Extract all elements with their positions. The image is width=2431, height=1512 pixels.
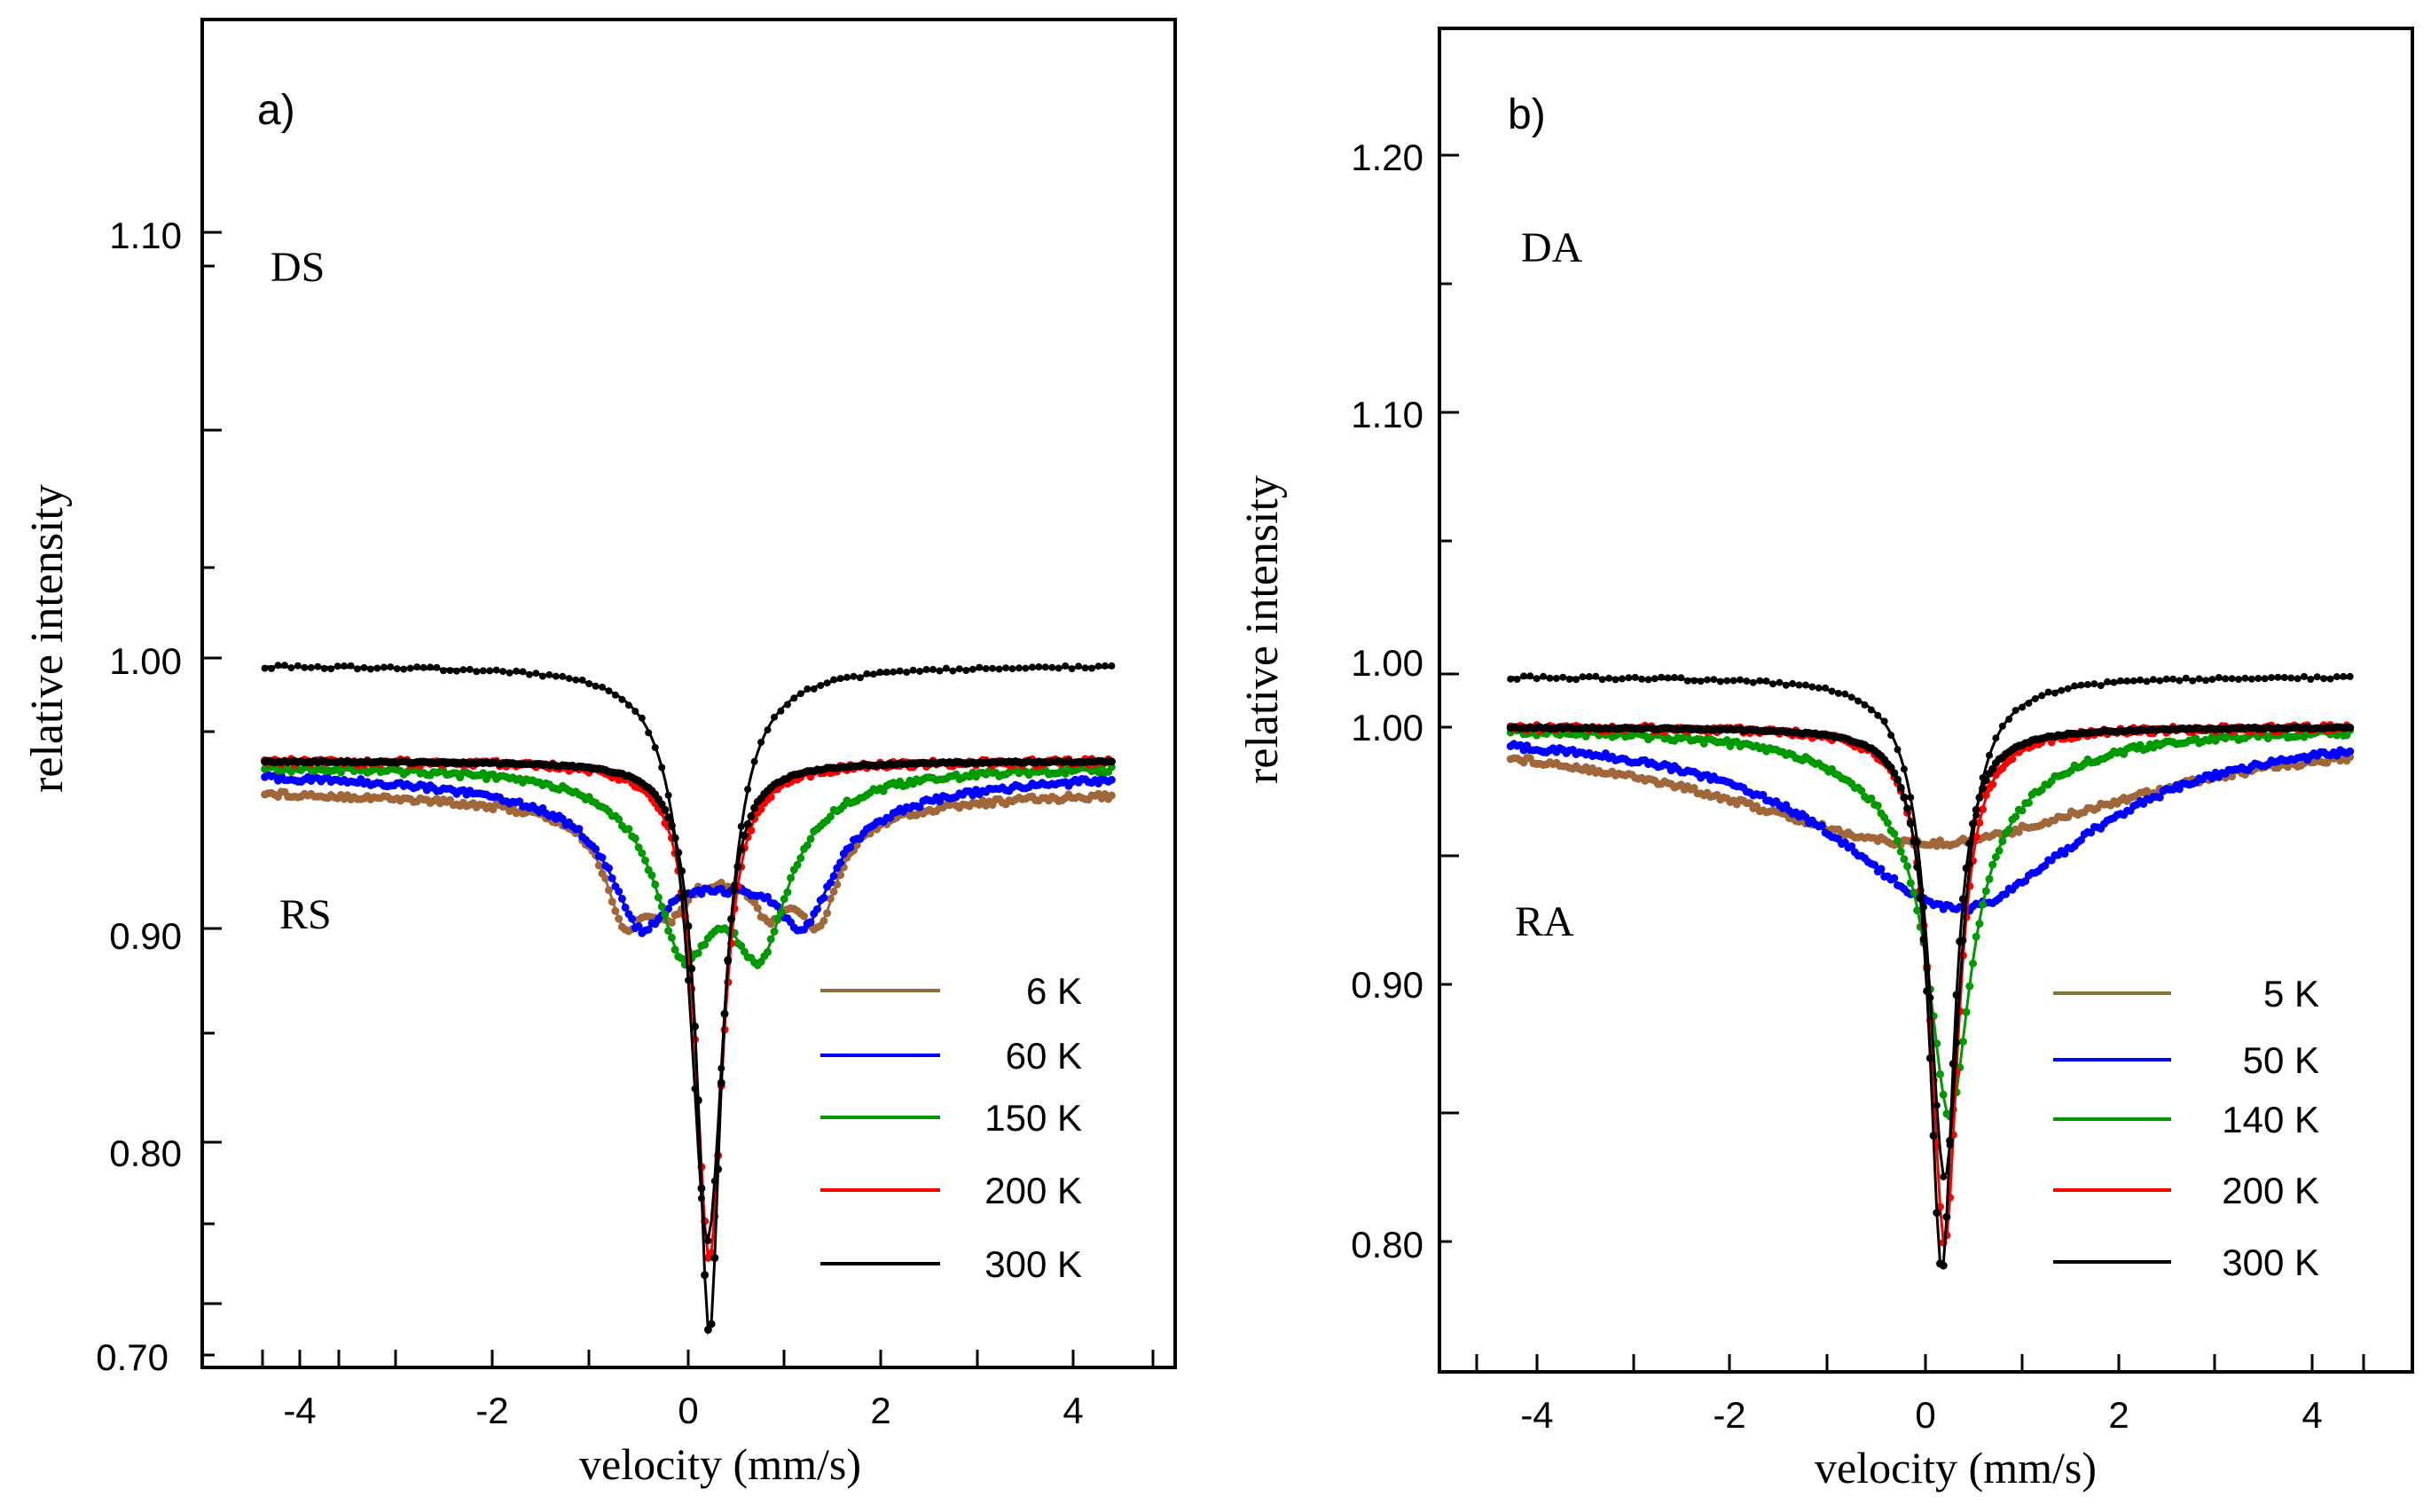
panel-a-x-axis-label: velocity (mm/s) [579,1439,861,1489]
panel-a-ytick-label: 1.00 [109,640,182,682]
panel-b-chart: b) DA RA 1.20 1.10 1.00 1.00 0.90 0.80 -… [1237,27,2414,1492]
legend-label: 300 K [984,1243,1082,1285]
panel-b-x-axis-label: velocity (mm/s) [1815,1443,2097,1492]
panel-a-bottom-label: RS [279,891,332,938]
panel-a-xtick-label: 0 [678,1390,698,1431]
panel-b-ytick-label: 1.10 [1351,394,1423,435]
panel-b-top-label: DA [1521,224,1583,271]
legend-label: 300 K [2222,1242,2319,1283]
panel-b-x-ticks [1475,1354,2365,1372]
panel-a-frame [200,18,1177,1369]
panel-a-xtick-label: -2 [475,1390,508,1431]
legend-label: 200 K [984,1170,1082,1211]
series-line-300-k-(ds) [264,665,1112,1245]
legend-label: 60 K [1006,1035,1082,1077]
panel-b-ytick-label: 0.90 [1351,964,1423,1006]
series-line-6-k [264,792,1112,934]
panel-a-curves [261,662,1116,1336]
series-line-300-k [1510,726,2350,1267]
panel-a-ytick-label: 0.80 [109,1132,182,1174]
data-point [2346,747,2355,756]
data-point [1107,775,1116,784]
panel-a-legend: 6 K 60 K 150 K 200 K 300 K [820,970,1082,1285]
legend-label: 5 K [2263,973,2319,1015]
panel-a-ytick-label: 0.70 [96,1336,169,1378]
panel-b-ytick-label: 0.80 [1351,1224,1423,1265]
legend-label: 200 K [2222,1170,2319,1211]
legend-label: 50 K [2243,1039,2319,1081]
series-points-6-k [261,787,1116,936]
panel-a-chart: a) DS RS 1.10 1.00 0.90 0.80 0.70 -4 -2 … [22,18,1177,1489]
series-line-50-k [1510,745,2350,910]
panel-b-label: b) [1508,91,1546,138]
panel-a-xtick-label: -4 [283,1390,316,1431]
panel-b-xtick-label: 4 [2302,1394,2322,1436]
panel-b-ytick-label: 1.20 [1351,137,1423,178]
panel-a-top-label: DS [271,244,325,291]
data-point [664,905,673,913]
panel-b-legend: 5 K 50 K 140 K 200 K 300 K [2053,973,2319,1283]
series-points-50-k [1506,740,2355,915]
panel-b-xtick-label: -2 [1713,1394,1745,1436]
panel-b-xtick-label: -4 [1520,1394,1553,1436]
panel-b-y-axis-label: relative intensity [1237,475,1288,784]
panel-a-ytick-label: 1.10 [109,215,182,256]
series-line-300-k [264,760,1112,1336]
legend-label: 140 K [2222,1099,2319,1140]
panel-b-y-ticks [1439,153,1459,1243]
panel-a-label: a) [257,87,295,134]
panel-a-y-axis-label: relative intensity [22,484,73,793]
panel-a-x-ticks [261,1350,1155,1367]
panel-a-y-ticks [202,231,222,1357]
legend-label: 6 K [1026,970,1082,1012]
panel-b-ytick-label: 1.00 [1351,642,1423,684]
panel-a-xtick-label: 2 [870,1390,890,1431]
panel-a-ytick-label: 0.90 [109,915,182,957]
panel-b-curves [1506,672,2355,1270]
panel-a-xtick-label: 4 [1063,1390,1083,1431]
series-line-300-k-(da) [1510,676,2350,1179]
data-point [1107,791,1116,800]
legend-label: 150 K [984,1097,1082,1139]
panel-b-bottom-label: RA [1515,898,1574,945]
panel-b-xtick-label: 0 [1915,1394,1935,1436]
panel-b-ytick-label: 1.00 [1351,707,1423,748]
panel-b-xtick-label: 2 [2108,1394,2129,1436]
